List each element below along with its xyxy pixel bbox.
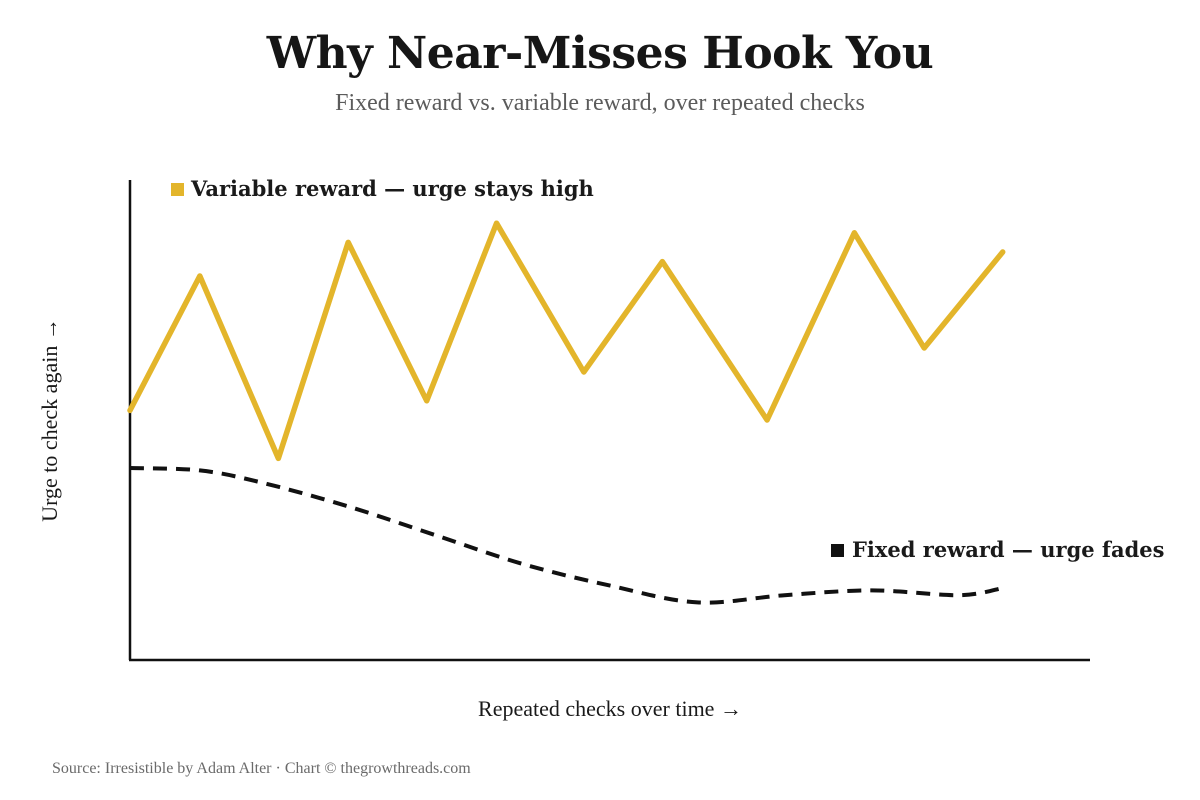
x-axis-label: Repeated checks over time → (478, 696, 742, 721)
legend-variable: Variable reward — urge stays high (171, 176, 594, 201)
series-layer (127, 220, 1006, 605)
y-axis-label: Urge to check again → (37, 318, 62, 522)
plot-area (127, 180, 1090, 662)
legend-label-fixed: Fixed reward — urge fades (852, 537, 1164, 562)
legend-swatch-fixed (831, 544, 844, 557)
chart-title: Why Near-Misses Hook You (266, 28, 934, 79)
series-line-fixed (129, 466, 1004, 605)
chart-subtitle: Fixed reward vs. variable reward, over r… (335, 90, 865, 116)
series-line-variable (127, 220, 1006, 462)
legend-label-variable: Variable reward — urge stays high (190, 176, 594, 201)
source-credit: Source: Irresistible by Adam Alter · Cha… (52, 760, 471, 777)
legend-fixed: Fixed reward — urge fades (831, 537, 1164, 562)
legend-swatch-variable (171, 183, 184, 196)
